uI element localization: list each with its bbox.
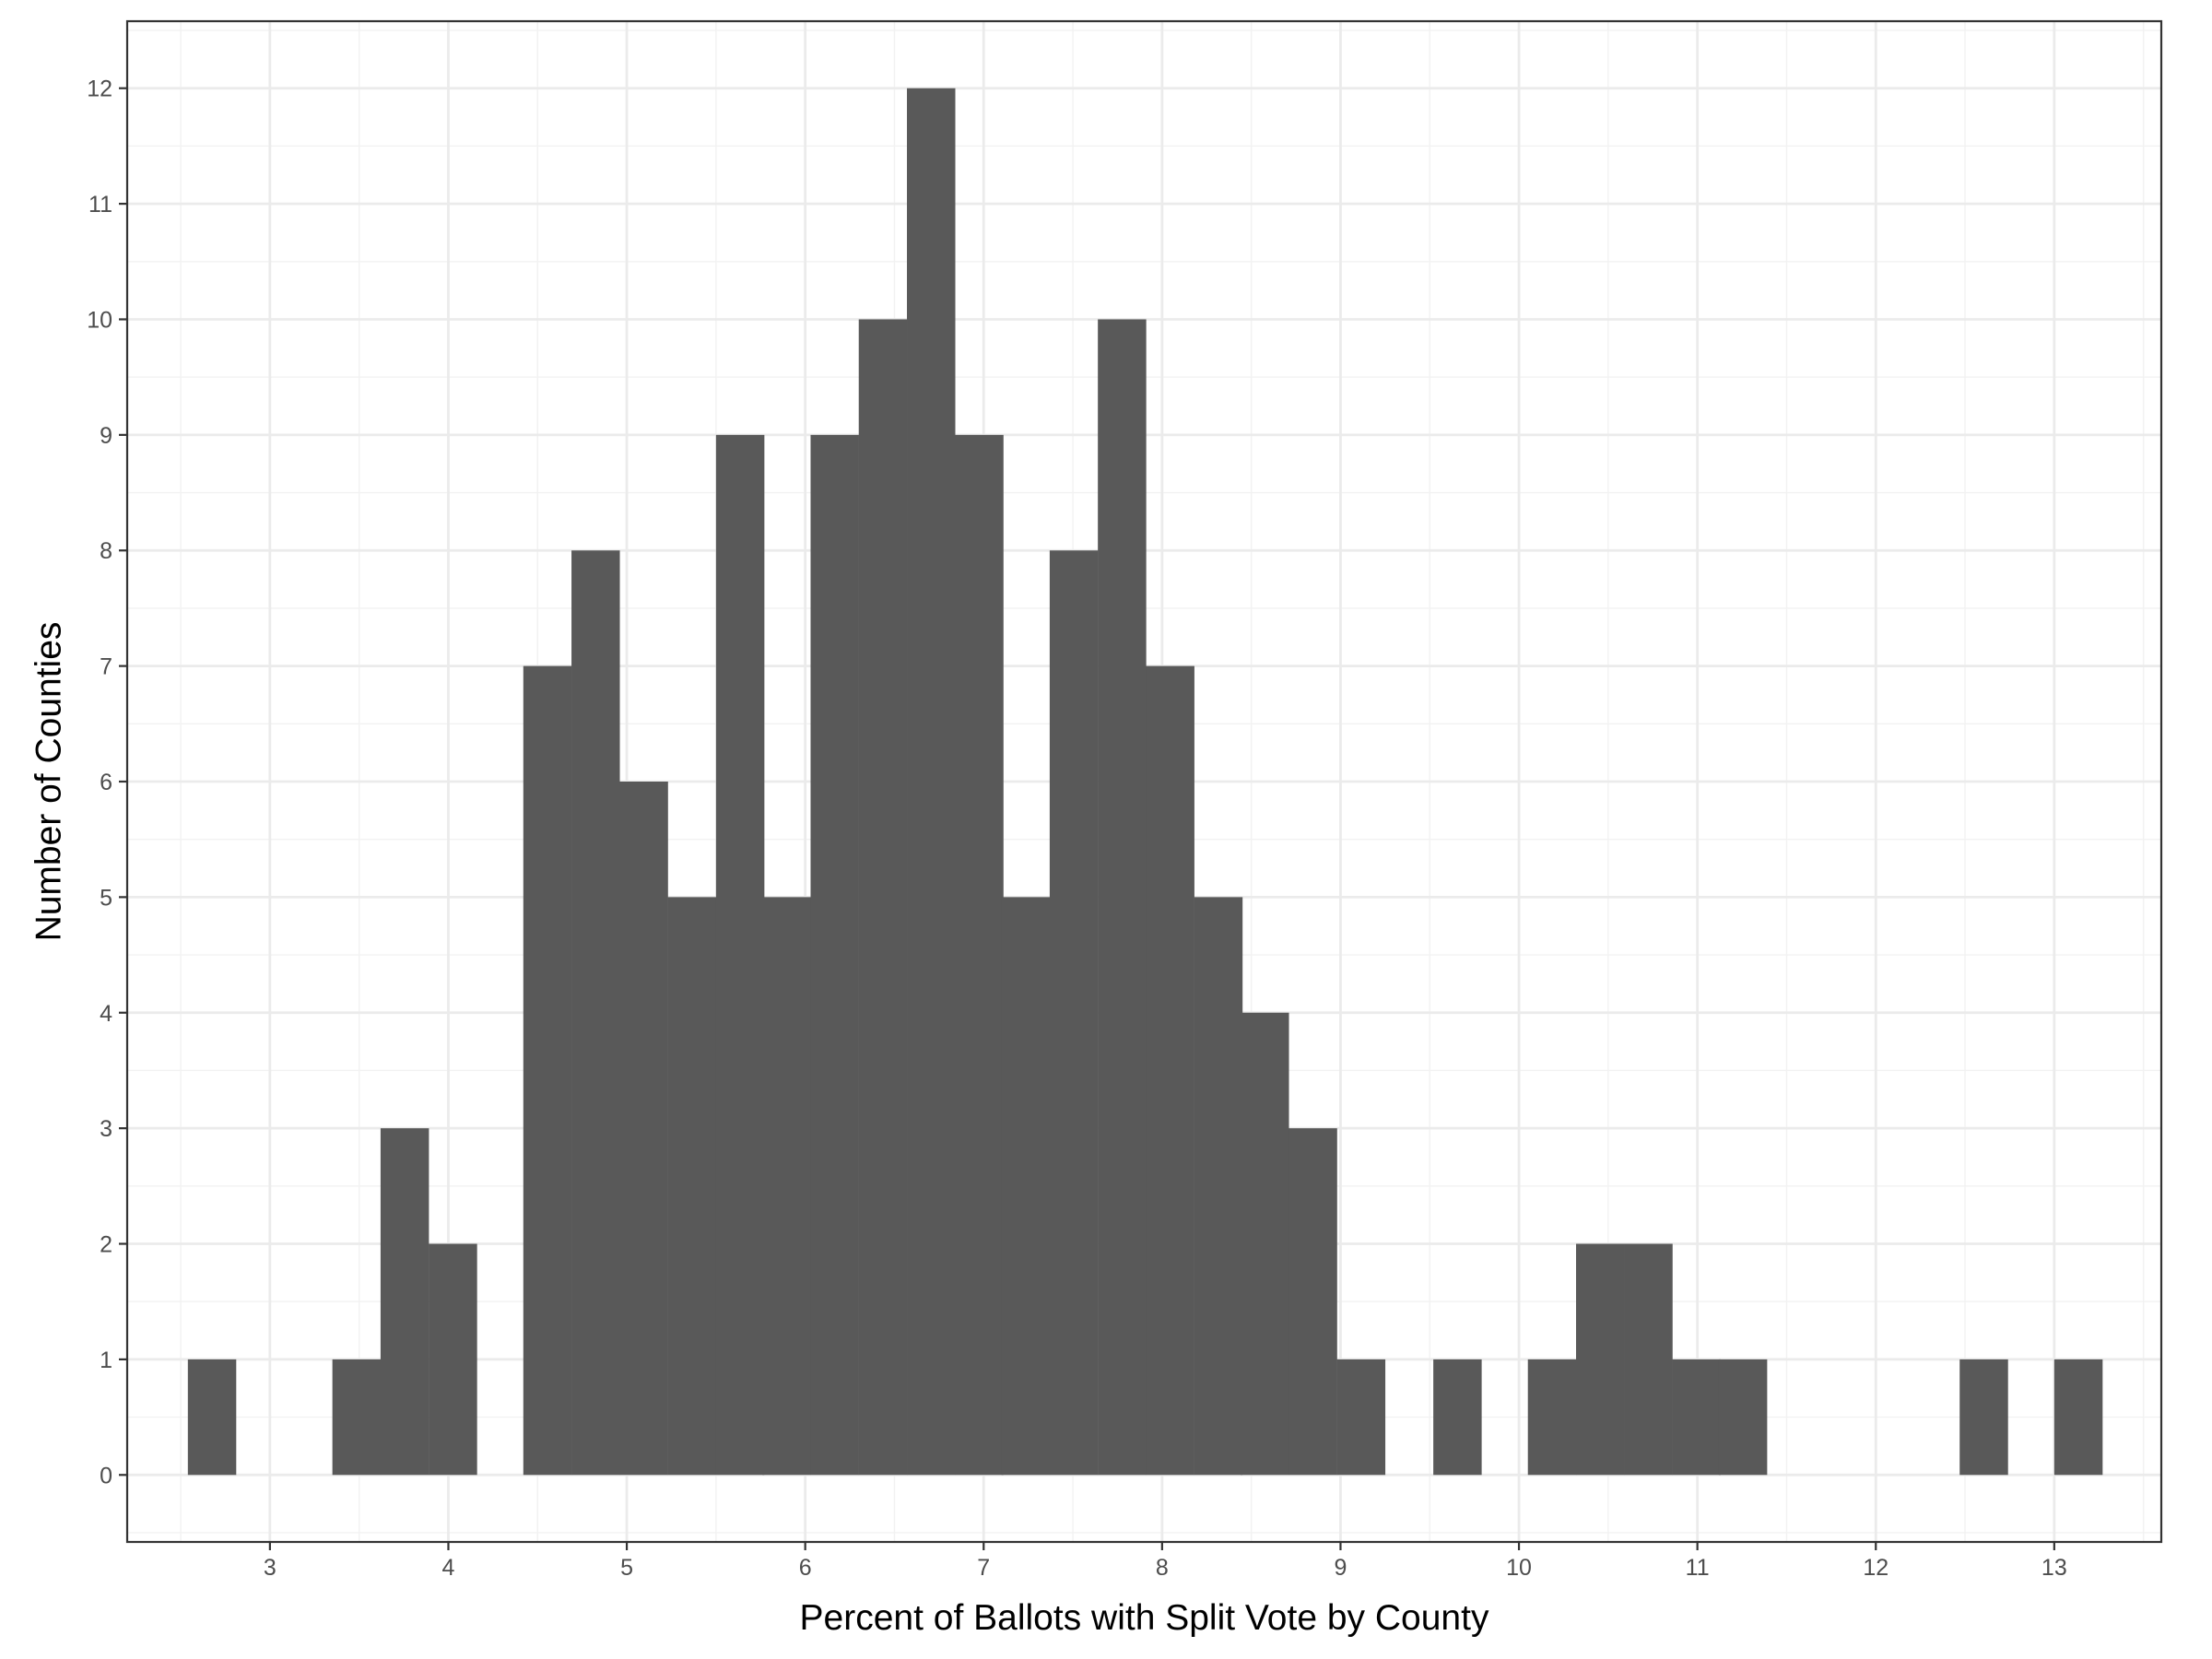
y-tick-label: 12 <box>87 76 112 102</box>
y-tick-label: 7 <box>100 654 112 680</box>
histogram-bar <box>1959 1359 2008 1476</box>
x-tick-label: 6 <box>799 1555 812 1581</box>
histogram-bar <box>1336 1359 1386 1476</box>
histogram-bar <box>571 550 620 1476</box>
y-tick-label: 5 <box>100 885 112 911</box>
histogram-bar <box>187 1359 237 1476</box>
y-tick-label: 0 <box>100 1463 112 1488</box>
histogram-bar <box>1241 1012 1289 1476</box>
y-tick-label: 8 <box>100 538 112 564</box>
y-tick-label: 9 <box>100 423 112 449</box>
histogram-bar <box>667 897 717 1476</box>
histogram-bar <box>810 434 859 1476</box>
histogram-bar <box>1288 1128 1337 1476</box>
y-tick-label: 11 <box>88 192 112 218</box>
histogram-bar <box>1098 319 1147 1476</box>
x-tick-label: 5 <box>620 1555 633 1581</box>
histogram-bar <box>955 434 1004 1476</box>
y-axis-title: Number of Counties <box>29 622 69 942</box>
x-axis-title: Percent of Ballots with Split Vote by Co… <box>800 1598 1489 1638</box>
histogram-bar <box>2053 1359 2103 1476</box>
y-tick-label: 2 <box>100 1232 112 1258</box>
y-tick-label: 1 <box>100 1347 112 1373</box>
y-tick-label: 4 <box>100 1001 112 1027</box>
x-tick-label: 13 <box>2041 1555 2067 1581</box>
x-tick-label: 3 <box>264 1555 276 1581</box>
histogram-bar <box>619 782 668 1476</box>
histogram-bar <box>1624 1243 1673 1476</box>
x-tick-label: 7 <box>977 1555 990 1581</box>
histogram-bar <box>1433 1359 1482 1476</box>
histogram-bar <box>715 434 765 1476</box>
histogram-bar <box>1576 1243 1625 1476</box>
histogram-bar <box>380 1128 429 1476</box>
histogram-bar <box>762 897 811 1476</box>
histogram-bar <box>1194 897 1243 1476</box>
histogram-bar <box>1049 550 1099 1476</box>
x-axis-ticks: 3 4 5 6 7 8 9 10 11 12 13 <box>264 1542 2067 1581</box>
histogram-bar <box>429 1243 477 1476</box>
x-tick-label: 10 <box>1506 1555 1532 1581</box>
histogram-bar <box>1146 665 1194 1476</box>
y-tick-label: 10 <box>87 307 112 333</box>
x-tick-label: 8 <box>1156 1555 1169 1581</box>
histogram-bar <box>332 1359 382 1476</box>
x-tick-label: 4 <box>442 1555 455 1581</box>
histogram-bar <box>1001 897 1051 1476</box>
y-tick-label: 3 <box>100 1116 112 1142</box>
histogram-bar <box>907 88 956 1476</box>
histogram-bars <box>187 88 2103 1476</box>
x-tick-label: 12 <box>1863 1555 1888 1581</box>
histogram-bar <box>1718 1359 1768 1476</box>
x-tick-label: 11 <box>1686 1555 1710 1581</box>
y-tick-label: 6 <box>100 770 112 795</box>
x-tick-label: 9 <box>1335 1555 1347 1581</box>
histogram-bar <box>1527 1359 1577 1476</box>
histogram-bar <box>858 319 908 1476</box>
histogram-bar <box>523 665 572 1476</box>
histogram-bar <box>1672 1359 1722 1476</box>
